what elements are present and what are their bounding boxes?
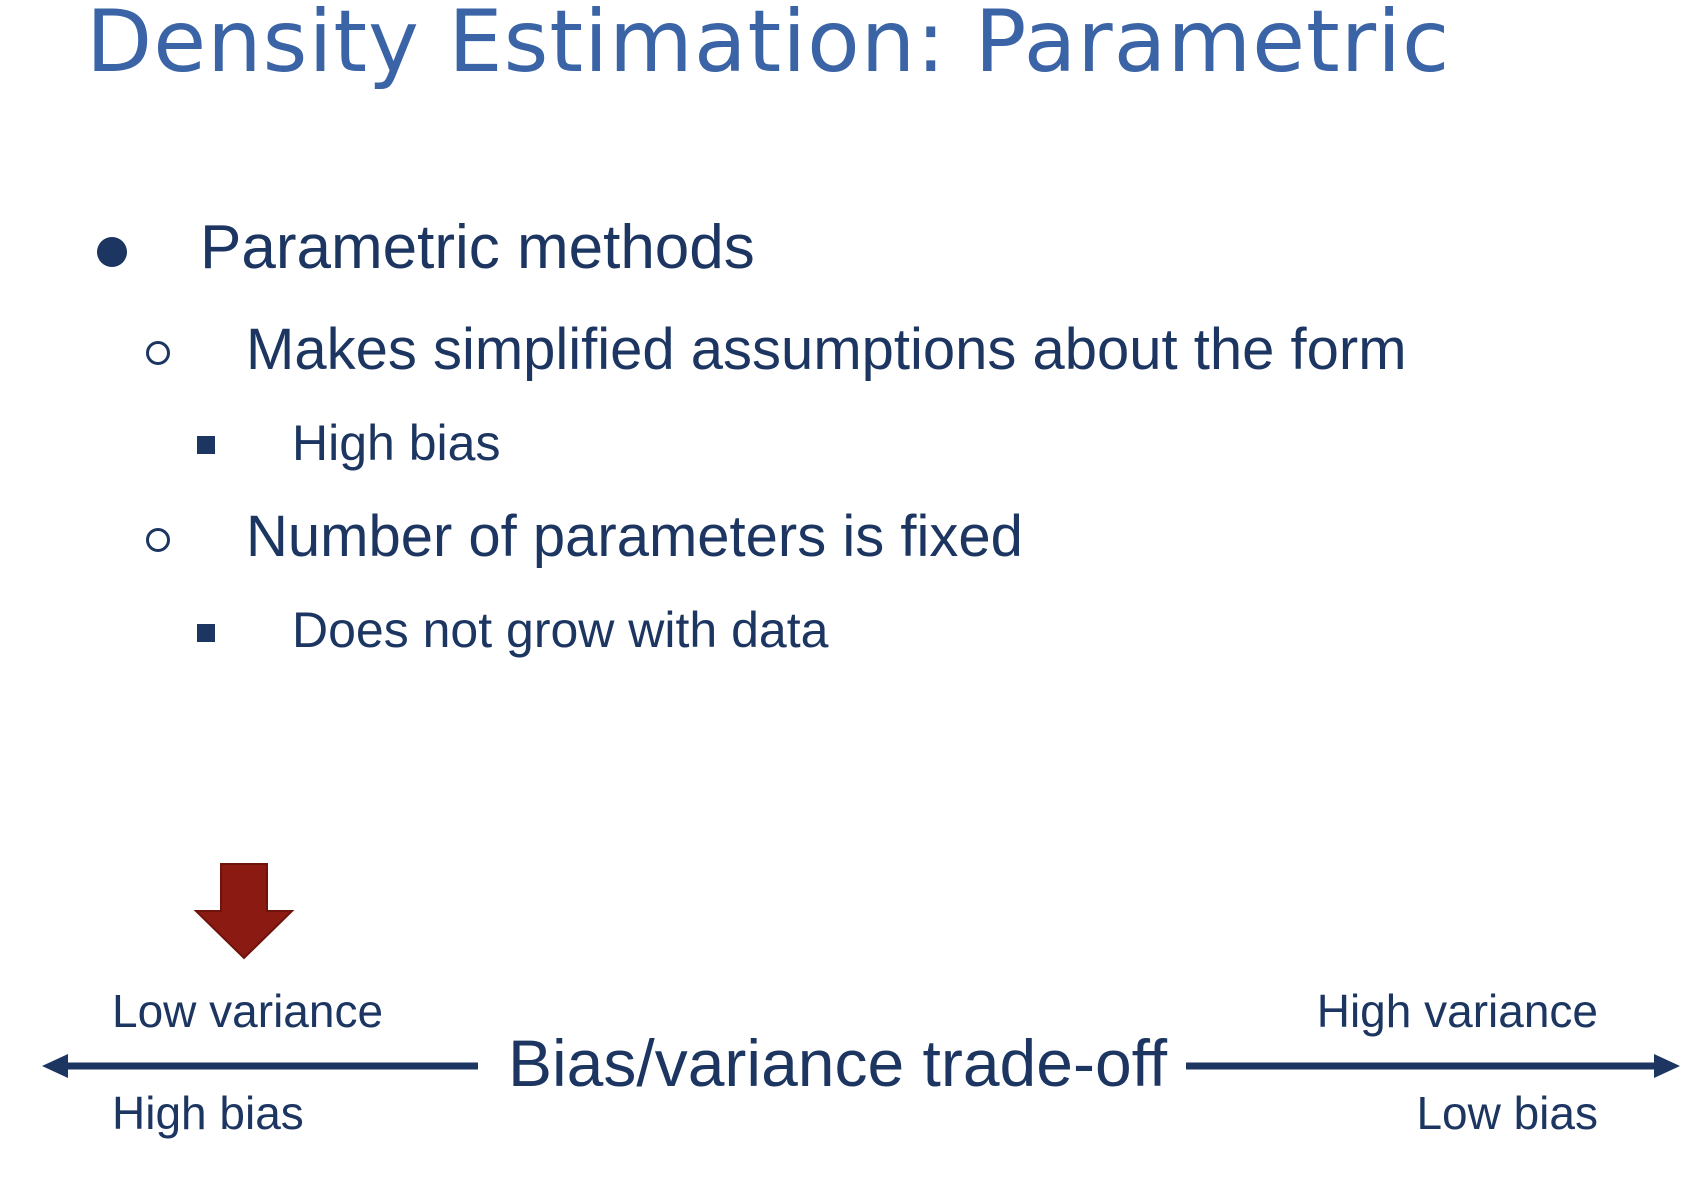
left-top-label: Low variance [112, 985, 384, 1037]
right-bottom-label: Low bias [1416, 1087, 1598, 1139]
bullet-does-not-grow: Does not grow with data [292, 602, 829, 658]
slide-title: Density Estimation: Parametric [86, 0, 1451, 92]
left-bottom-label: High bias [112, 1087, 304, 1139]
right-arrowhead-icon [1654, 1054, 1680, 1078]
bullet-level3-marker [197, 436, 215, 454]
bullet-level2-marker [146, 341, 170, 365]
bullet-high-bias: High bias [292, 415, 501, 471]
bullet-level3-marker [197, 624, 215, 642]
bullet-simplified-assumptions: Makes simplified assumptions about the f… [246, 317, 1407, 382]
right-top-label: High variance [1316, 985, 1598, 1037]
tradeoff-center-label: Bias/variance trade-off [508, 1026, 1168, 1100]
red-down-arrow-icon [193, 863, 295, 960]
left-arrowhead-icon [42, 1054, 68, 1078]
bullet-number-of-parameters: Number of parameters is fixed [246, 504, 1023, 569]
bullet-level1-marker [97, 237, 127, 267]
bullet-level2-marker [146, 528, 170, 552]
bullet-parametric-methods: Parametric methods [200, 213, 755, 282]
